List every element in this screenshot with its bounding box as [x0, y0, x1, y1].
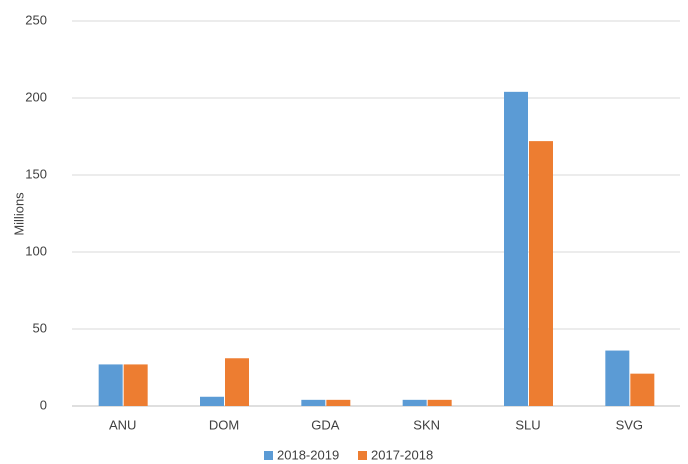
bar [427, 399, 452, 406]
bar [605, 350, 630, 406]
bar [98, 364, 123, 406]
bar [200, 396, 224, 406]
bar [326, 399, 351, 406]
bar [504, 91, 528, 406]
y-tick-label: 150 [25, 166, 47, 181]
legend-label: 2018-2019 [277, 447, 339, 462]
y-tick-label: 250 [25, 12, 47, 27]
bar [402, 399, 427, 406]
bar [301, 399, 326, 406]
y-tick-label: 100 [25, 243, 47, 258]
legend-label: 2017-2018 [371, 447, 433, 462]
x-tick-label: SKN [413, 417, 440, 432]
legend-swatch [358, 451, 367, 460]
bar [630, 373, 655, 406]
bar [529, 141, 553, 406]
x-tick-label: SLU [515, 417, 540, 432]
x-tick-label: GDA [311, 417, 340, 432]
x-tick-label: SVG [616, 417, 643, 432]
y-tick-label: 200 [25, 89, 47, 104]
x-tick-label: DOM [209, 417, 239, 432]
y-axis-label: Millions [11, 192, 26, 236]
x-tick-label: ANU [109, 417, 136, 432]
legend-swatch [264, 451, 273, 460]
bar [123, 364, 148, 406]
y-tick-label: 50 [33, 320, 47, 335]
bar [225, 358, 249, 406]
y-tick-label: 0 [40, 397, 47, 412]
